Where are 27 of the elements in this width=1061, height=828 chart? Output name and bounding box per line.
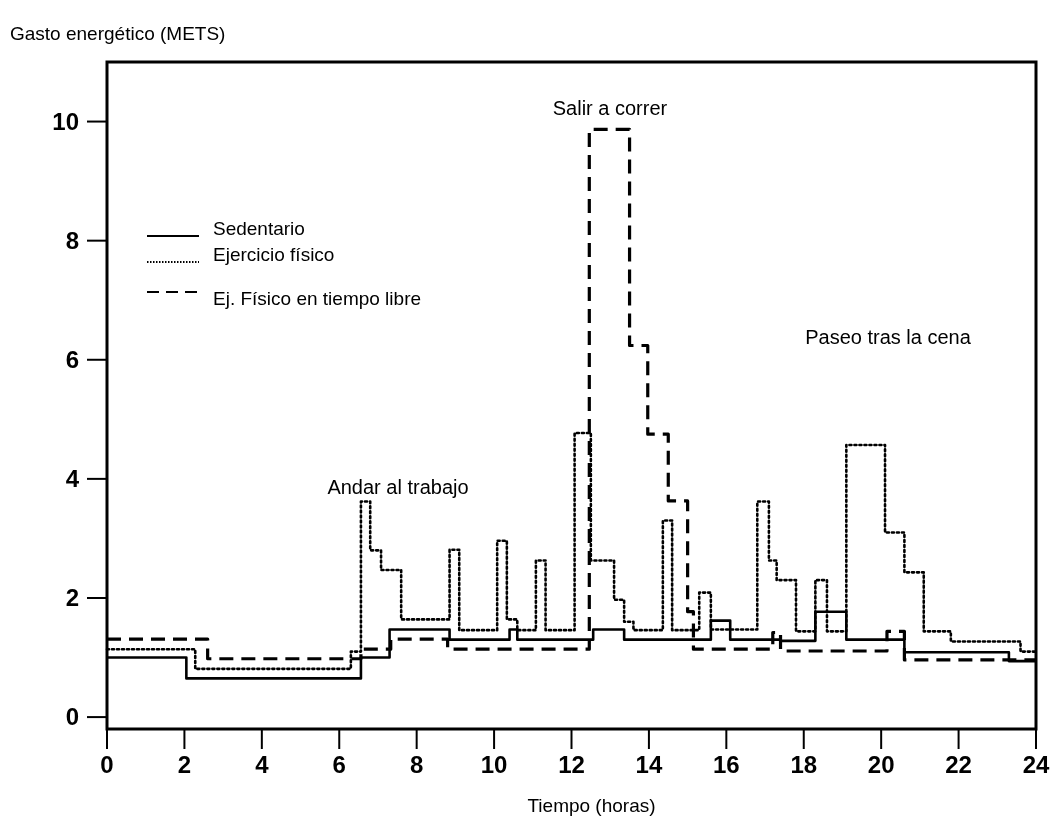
y-tick-label: 4 (65, 465, 80, 493)
x-tick-label: 14 (635, 751, 663, 778)
y-tick-label: 10 (52, 107, 79, 135)
x-tick-label: 16 (712, 751, 740, 778)
x-tick-label: 0 (100, 751, 114, 778)
x-tick-label: 8 (409, 751, 424, 778)
y-tick-label: 6 (65, 346, 79, 374)
annotation: Paseo tras la cena (805, 326, 972, 348)
legend-label: Ejercicio físico (213, 244, 335, 266)
x-tick-label: 20 (867, 751, 895, 778)
y-tick-label: 0 (65, 703, 79, 731)
x-axis-title: Tiempo (horas) (527, 795, 656, 816)
x-tick-label: 10 (480, 751, 508, 778)
x-tick-label: 12 (558, 751, 585, 778)
x-tick-label: 6 (332, 751, 346, 778)
x-tick-label: 18 (790, 751, 818, 778)
x-tick-label: 4 (255, 751, 270, 778)
y-axis-title: Gasto energético (METS) (10, 23, 226, 44)
y-tick-label: 8 (65, 227, 79, 255)
y-tick-label: 2 (65, 584, 79, 612)
legend-label: Ej. Físico en tiempo libre (213, 288, 422, 310)
x-tick-label: 22 (945, 751, 972, 778)
annotation: Andar al trabajo (327, 476, 469, 498)
x-tick-label: 24 (1022, 751, 1050, 778)
x-tick-label: 2 (177, 751, 192, 778)
legend-label: Sedentario (213, 218, 305, 240)
annotation: Salir a correr (552, 97, 668, 119)
